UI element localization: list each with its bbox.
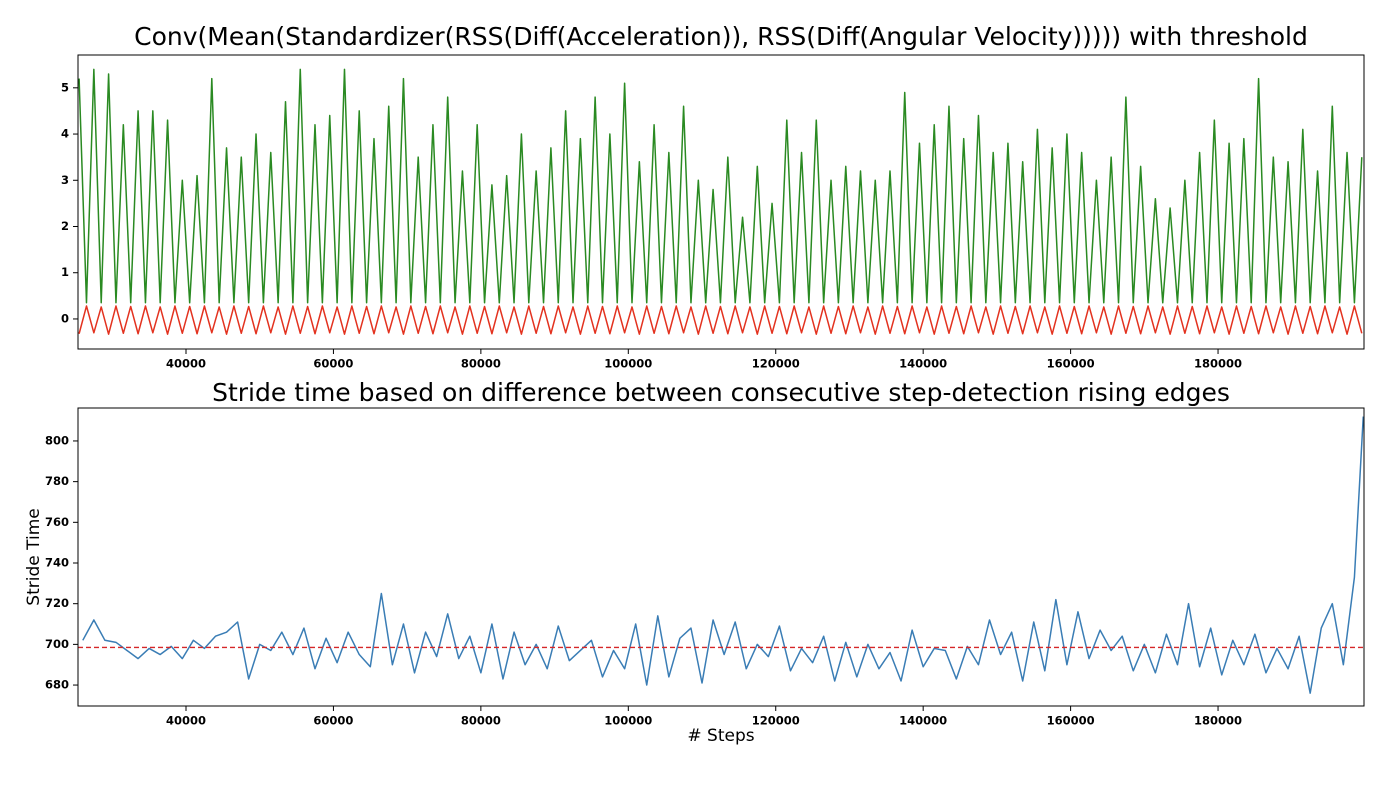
y-tick-label: 680 xyxy=(45,678,69,692)
y-tick-label: 780 xyxy=(45,474,69,488)
y-tick-label: 800 xyxy=(45,433,69,447)
y-tick-label: 1 xyxy=(61,265,69,279)
x-tick-label: 140000 xyxy=(899,357,947,371)
x-tick-label: 180000 xyxy=(1194,357,1242,371)
y-tick-label: 2 xyxy=(61,219,69,233)
x-tick-label: 60000 xyxy=(313,714,353,728)
x-axis-label: # Steps xyxy=(687,726,754,746)
x-tick-label: 40000 xyxy=(166,714,206,728)
chart-title: Conv(Mean(Standardizer(RSS(Diff(Accelera… xyxy=(134,22,1308,51)
y-tick-label: 0 xyxy=(61,311,69,325)
chart-title: Stride time based on difference between … xyxy=(212,378,1230,407)
x-tick-label: 100000 xyxy=(604,714,652,728)
y-tick-label: 700 xyxy=(45,637,69,651)
y-tick-label: 5 xyxy=(61,80,69,94)
x-tick-label: 160000 xyxy=(1047,357,1095,371)
y-tick-label: 740 xyxy=(45,556,69,570)
x-tick-label: 80000 xyxy=(461,357,501,371)
x-tick-label: 60000 xyxy=(313,357,353,371)
series-line xyxy=(78,305,1363,335)
plot-frame xyxy=(77,54,1365,350)
x-tick-label: 120000 xyxy=(752,357,800,371)
y-tick-label: 720 xyxy=(45,596,69,610)
y-tick-label: 760 xyxy=(45,515,69,529)
x-tick-label: 180000 xyxy=(1194,714,1242,728)
x-tick-label: 140000 xyxy=(899,714,947,728)
series-line xyxy=(82,416,1365,694)
x-tick-label: 40000 xyxy=(166,357,206,371)
y-tick-label: 3 xyxy=(61,173,69,187)
y-axis-label: Stride Time xyxy=(24,508,44,605)
x-tick-label: 80000 xyxy=(461,714,501,728)
series-line xyxy=(78,68,1363,304)
x-tick-label: 120000 xyxy=(752,714,800,728)
y-tick-label: 4 xyxy=(61,127,69,141)
plot-frame xyxy=(77,407,1365,707)
x-tick-label: 160000 xyxy=(1047,714,1095,728)
x-tick-label: 100000 xyxy=(604,357,652,371)
